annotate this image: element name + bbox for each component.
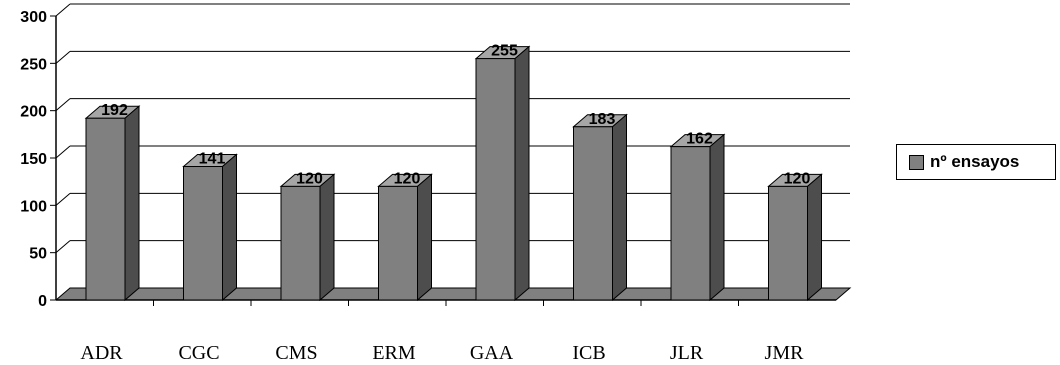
gridline-diagonal bbox=[55, 240, 71, 254]
bar bbox=[182, 153, 238, 302]
bar-side bbox=[417, 173, 432, 302]
bar-side bbox=[709, 133, 725, 302]
bar-side bbox=[319, 173, 335, 302]
x-tick-label: GAA bbox=[470, 342, 514, 364]
data-label: 255 bbox=[491, 43, 518, 60]
bar-front bbox=[378, 185, 418, 301]
legend-swatch-icon bbox=[909, 154, 924, 170]
bar-chart: 0 50 100 150 200 250 300 192 141 120 120 255 183 162… bbox=[20, 3, 852, 364]
y-tick-label: 150 bbox=[20, 151, 47, 168]
x-tick-label: ERM bbox=[372, 342, 416, 364]
bar bbox=[669, 133, 726, 302]
floor-plane bbox=[54, 287, 852, 301]
bar-side bbox=[222, 153, 237, 302]
bar-front bbox=[85, 117, 126, 301]
gridline-diagonal bbox=[55, 192, 71, 206]
bar-series bbox=[84, 45, 823, 302]
y-tick-label: 200 bbox=[20, 104, 47, 121]
data-label: 120 bbox=[296, 170, 323, 187]
data-labels: 192 141 120 120 255 183 162 120 bbox=[101, 43, 810, 188]
bar bbox=[572, 113, 628, 302]
gridline-diagonal bbox=[55, 3, 71, 17]
legend-label: nº ensayos bbox=[930, 152, 1020, 171]
bar-side bbox=[514, 45, 530, 302]
bar-front bbox=[573, 126, 613, 301]
y-tick-label: 50 bbox=[29, 246, 47, 263]
bar bbox=[84, 105, 141, 302]
y-tick-label: 0 bbox=[38, 293, 47, 310]
y-tick-label: 100 bbox=[20, 198, 47, 215]
bar-front bbox=[768, 185, 808, 301]
bar-front bbox=[475, 58, 516, 301]
bar bbox=[377, 173, 433, 302]
legend: nº ensayos bbox=[896, 144, 1056, 180]
x-tick-label: ICB bbox=[572, 342, 605, 364]
bar-front bbox=[183, 166, 223, 301]
x-tick-label: ADR bbox=[80, 342, 123, 364]
gridline-diagonal bbox=[55, 50, 71, 64]
gridlines bbox=[55, 3, 850, 254]
bar bbox=[767, 173, 823, 302]
data-label: 120 bbox=[784, 170, 811, 187]
chart-floor bbox=[54, 287, 852, 301]
y-tick-label: 250 bbox=[20, 56, 47, 73]
bar-side bbox=[124, 105, 140, 302]
bar-side bbox=[807, 173, 822, 302]
x-axis-labels: ADR CGC CMS ERM GAA ICB JLR JMR bbox=[80, 342, 804, 364]
x-tick-label: CGC bbox=[178, 342, 219, 364]
bar bbox=[279, 173, 336, 302]
gridline-diagonal bbox=[55, 145, 71, 159]
data-label: 141 bbox=[199, 151, 226, 168]
bar bbox=[474, 45, 531, 302]
x-tick-label: CMS bbox=[275, 342, 317, 364]
data-label: 183 bbox=[589, 111, 616, 128]
data-label: 192 bbox=[101, 102, 128, 119]
x-tick-label: JLR bbox=[670, 342, 704, 364]
data-label: 120 bbox=[394, 170, 421, 187]
x-tick-label: JMR bbox=[765, 342, 805, 364]
y-tick-label: 300 bbox=[20, 9, 47, 26]
bar-front bbox=[670, 146, 711, 301]
data-label: 162 bbox=[686, 131, 713, 148]
bar-front bbox=[280, 185, 321, 301]
gridline-diagonal bbox=[55, 98, 71, 112]
bar-side bbox=[612, 113, 627, 302]
